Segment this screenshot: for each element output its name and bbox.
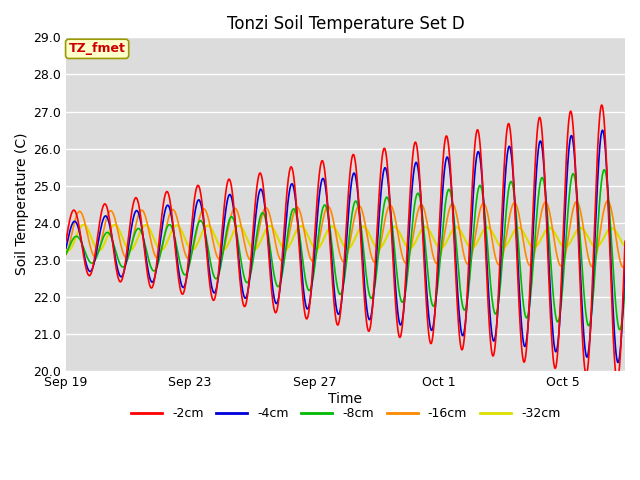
Legend: -2cm, -4cm, -8cm, -16cm, -32cm: -2cm, -4cm, -8cm, -16cm, -32cm [125,402,565,425]
Text: TZ_fmet: TZ_fmet [68,42,125,55]
Y-axis label: Soil Temperature (C): Soil Temperature (C) [15,133,29,276]
X-axis label: Time: Time [328,392,362,406]
Title: Tonzi Soil Temperature Set D: Tonzi Soil Temperature Set D [227,15,465,33]
